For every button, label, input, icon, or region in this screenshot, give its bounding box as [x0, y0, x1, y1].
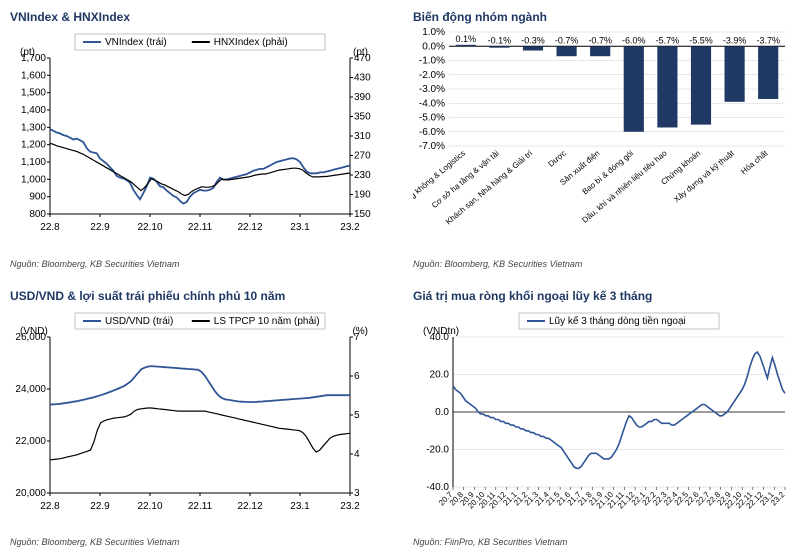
svg-text:22.11: 22.11	[188, 501, 213, 512]
svg-text:0.0%: 0.0%	[422, 41, 445, 52]
svg-text:430: 430	[354, 73, 371, 84]
svg-text:0.1%: 0.1%	[456, 34, 477, 44]
svg-text:230: 230	[354, 170, 371, 181]
source-text: Nguồn: FiinPro, KB Securities Vietnam	[413, 537, 796, 547]
panel-title: USD/VND & lợi suất trái phiếu chính phủ …	[10, 289, 393, 303]
svg-text:23.2: 23.2	[340, 222, 360, 233]
svg-text:1,500: 1,500	[21, 88, 46, 99]
svg-text:22.8: 22.8	[40, 501, 60, 512]
svg-text:23.1: 23.1	[290, 222, 310, 233]
svg-text:22.10: 22.10	[137, 501, 162, 512]
svg-text:-5.5%: -5.5%	[689, 35, 713, 45]
svg-text:-1.0%: -1.0%	[419, 56, 445, 67]
panel-title: Biến động nhóm ngành	[413, 10, 796, 24]
svg-text:22.9: 22.9	[90, 501, 110, 512]
svg-text:-20.0: -20.0	[426, 444, 449, 455]
svg-text:-0.1%: -0.1%	[488, 35, 512, 45]
svg-text:-0.7%: -0.7%	[555, 35, 579, 45]
svg-text:Hóa chất: Hóa chất	[739, 148, 770, 176]
panel-sector: Biến động nhóm ngành -7.0% -6.0% -5.0% -4.0…	[413, 10, 796, 269]
svg-text:900: 900	[29, 192, 46, 203]
svg-text:Lũy kế 3 tháng dòng tiền ngoại: Lũy kế 3 tháng dòng tiền ngoại	[549, 315, 686, 327]
source-text: Nguồn: Bloomberg, KB Securities Vietnam	[413, 259, 796, 269]
chart-vnindex: VNIndex (trái)HNXIndex (phải)(pt)(pt)800…	[10, 26, 393, 255]
svg-text:-0.7%: -0.7%	[588, 35, 612, 45]
source-text: Nguồn: Bloomberg, KB Securities Vietnam	[10, 259, 393, 269]
source-text: Nguồn: Bloomberg, KB Securities Vietnam	[10, 537, 393, 547]
panel-title: VNIndex & HNXIndex	[10, 10, 393, 24]
svg-text:24,000: 24,000	[15, 384, 46, 395]
svg-text:22.9: 22.9	[90, 222, 110, 233]
panel-usdvnd: USD/VND & lợi suất trái phiếu chính phủ …	[10, 289, 393, 548]
svg-text:7: 7	[354, 332, 360, 343]
svg-text:22.8: 22.8	[40, 222, 60, 233]
svg-text:350: 350	[354, 112, 371, 123]
svg-text:26,000: 26,000	[15, 332, 46, 343]
svg-text:40.0: 40.0	[430, 332, 450, 343]
svg-text:150: 150	[354, 209, 371, 220]
svg-text:-3.9%: -3.9%	[723, 35, 747, 45]
svg-text:HNXIndex (phải): HNXIndex (phải)	[214, 37, 288, 48]
svg-text:1,200: 1,200	[21, 140, 46, 151]
svg-text:Xây dựng và kỹ thuật: Xây dựng và kỹ thuật	[672, 148, 736, 204]
chart-usdvnd: USD/VND (trái)LS TPCP 10 năm (phải)(VND)…	[10, 305, 393, 534]
svg-text:1,600: 1,600	[21, 70, 46, 81]
svg-text:-3.0%: -3.0%	[419, 84, 445, 95]
svg-text:22,000: 22,000	[15, 436, 46, 447]
svg-text:190: 190	[354, 190, 371, 201]
svg-text:20.0: 20.0	[430, 369, 450, 380]
svg-text:1,400: 1,400	[21, 105, 46, 116]
svg-text:22.12: 22.12	[237, 222, 262, 233]
panel-foreign: Giá trị mua ròng khối ngoại lũy kế 3 thá…	[413, 289, 796, 548]
svg-text:-5.7%: -5.7%	[656, 35, 680, 45]
svg-text:0.0: 0.0	[435, 407, 449, 418]
svg-text:USD/VND (trái): USD/VND (trái)	[105, 316, 173, 327]
svg-text:-2.0%: -2.0%	[419, 70, 445, 81]
svg-text:270: 270	[354, 151, 371, 162]
svg-text:-3.7%: -3.7%	[756, 35, 780, 45]
svg-text:-5.0%: -5.0%	[419, 113, 445, 124]
svg-text:6: 6	[354, 371, 360, 382]
svg-text:3: 3	[354, 488, 360, 499]
svg-text:22.12: 22.12	[237, 501, 262, 512]
svg-text:22.10: 22.10	[137, 222, 162, 233]
svg-text:-0.3%: -0.3%	[521, 35, 545, 45]
svg-text:310: 310	[354, 131, 371, 142]
svg-text:Dược: Dược	[546, 149, 567, 169]
svg-text:VNIndex (trái): VNIndex (trái)	[105, 37, 167, 48]
svg-text:1,700: 1,700	[21, 53, 46, 64]
svg-text:-7.0%: -7.0%	[419, 141, 445, 152]
svg-text:22.11: 22.11	[188, 222, 213, 233]
svg-text:23.1: 23.1	[290, 501, 310, 512]
panel-title: Giá trị mua ròng khối ngoại lũy kế 3 thá…	[413, 289, 796, 303]
svg-text:20,000: 20,000	[15, 488, 46, 499]
svg-text:-4.0%: -4.0%	[419, 98, 445, 109]
svg-text:5: 5	[354, 410, 360, 421]
svg-text:23.2: 23.2	[769, 489, 787, 507]
svg-text:23.2: 23.2	[340, 501, 360, 512]
svg-text:LS TPCP 10 năm (phải): LS TPCP 10 năm (phải)	[214, 316, 320, 327]
svg-text:-6.0%: -6.0%	[419, 127, 445, 138]
svg-text:390: 390	[354, 92, 371, 103]
svg-text:1.0%: 1.0%	[422, 27, 445, 38]
svg-text:1,000: 1,000	[21, 174, 46, 185]
svg-text:800: 800	[29, 209, 46, 220]
svg-text:-6.0%: -6.0%	[622, 35, 646, 45]
panel-vnindex: VNIndex & HNXIndex VNIndex (trái) HNXInde…	[10, 10, 393, 269]
chart-foreign: Lũy kế 3 tháng dòng tiền ngoại(VNDtn)-40…	[413, 305, 796, 534]
svg-text:1,300: 1,300	[21, 122, 46, 133]
chart-sector: -7.0% -6.0% -5.0% -4.0% -3.0% -2.0% -1.0% 0.0% 1…	[413, 26, 796, 255]
svg-text:470: 470	[354, 53, 371, 64]
svg-text:4: 4	[354, 449, 360, 460]
svg-text:1,100: 1,100	[21, 157, 46, 168]
